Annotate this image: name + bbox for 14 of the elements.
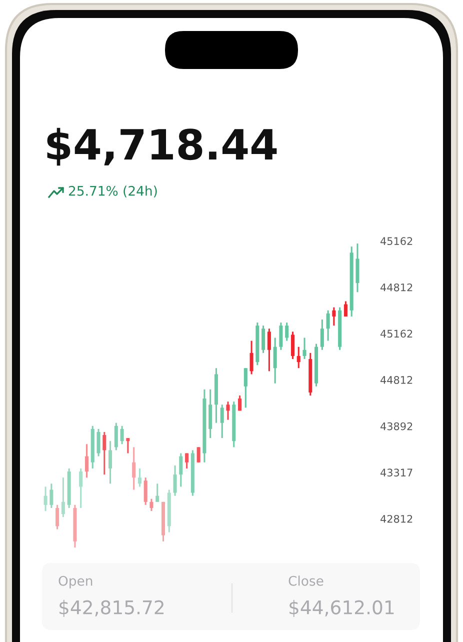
text: $42,815.72 <box>60 600 164 617</box>
chart-subtitle: 25.71% (24h) <box>68 186 157 198</box>
text: 45162 <box>380 330 412 338</box>
chart-title: $4,718.44 <box>47 128 277 166</box>
text: 43892 <box>380 422 412 430</box>
text: $44,612.01 <box>290 600 394 617</box>
text: Open <box>58 576 92 588</box>
candlestick <box>196 446 200 464</box>
text: 42812 <box>380 514 412 523</box>
text: 44812 <box>380 376 412 384</box>
text: Close <box>288 576 324 586</box>
text: 43317 <box>380 468 412 477</box>
text: 45162 <box>380 237 412 246</box>
text: 44812 <box>380 283 412 292</box>
